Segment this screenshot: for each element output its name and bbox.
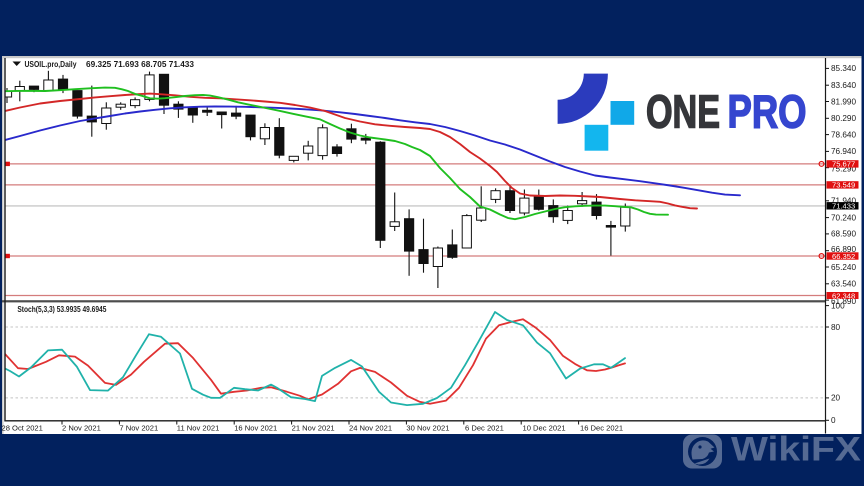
svg-text:20: 20 — [831, 394, 841, 403]
svg-text:11 Nov 2021: 11 Nov 2021 — [177, 424, 220, 433]
svg-text:71.940: 71.940 — [831, 197, 856, 206]
svg-text:Stoch(5,3,3) 53.9935 49.6945: Stoch(5,3,3) 53.9935 49.6945 — [17, 305, 106, 314]
svg-text:66.890: 66.890 — [831, 245, 856, 254]
svg-text:2 Nov 2021: 2 Nov 2021 — [62, 424, 101, 433]
svg-text:28 Oct 2021: 28 Oct 2021 — [2, 424, 43, 433]
svg-text:24 Nov 2021: 24 Nov 2021 — [349, 424, 392, 433]
svg-text:63.540: 63.540 — [831, 280, 856, 289]
svg-text:ONE: ONE — [646, 86, 720, 138]
svg-text:76.940: 76.940 — [831, 147, 856, 156]
svg-text:73.549: 73.549 — [832, 181, 855, 190]
svg-text:6 Dec 2021: 6 Dec 2021 — [465, 424, 504, 433]
svg-text:80: 80 — [831, 323, 841, 332]
svg-text:62.348: 62.348 — [832, 291, 855, 300]
svg-text:68.590: 68.590 — [831, 230, 856, 239]
svg-text:21 Nov 2021: 21 Nov 2021 — [292, 424, 335, 433]
svg-text:70.240: 70.240 — [831, 213, 856, 222]
svg-text:65.240: 65.240 — [831, 263, 856, 272]
svg-text:7 Nov 2021: 7 Nov 2021 — [119, 424, 158, 433]
svg-text:75.290: 75.290 — [831, 165, 856, 174]
svg-text:16 Nov 2021: 16 Nov 2021 — [234, 424, 277, 433]
svg-text:PRO: PRO — [728, 86, 807, 138]
svg-text:16 Dec 2021: 16 Dec 2021 — [580, 424, 623, 433]
svg-text:80.290: 80.290 — [831, 114, 856, 123]
svg-text:WikiFX: WikiFX — [731, 431, 861, 469]
svg-text:83.640: 83.640 — [831, 81, 856, 90]
svg-text:78.640: 78.640 — [831, 130, 856, 139]
svg-text:75.677: 75.677 — [832, 160, 855, 169]
svg-text:85.340: 85.340 — [831, 64, 856, 73]
svg-text:100: 100 — [831, 301, 845, 310]
svg-text:30 Nov 2021: 30 Nov 2021 — [406, 424, 449, 433]
svg-text:81.990: 81.990 — [831, 97, 856, 106]
svg-text:66.352: 66.352 — [832, 252, 855, 261]
svg-text:USOIL.pro,Daily: USOIL.pro,Daily — [25, 60, 77, 69]
svg-text:0: 0 — [831, 416, 836, 425]
svg-text:69.325 71.693 68.705 71.433: 69.325 71.693 68.705 71.433 — [86, 60, 195, 69]
svg-text:10 Dec 2021: 10 Dec 2021 — [523, 424, 566, 433]
svg-text:61.890: 61.890 — [831, 297, 856, 306]
svg-text:71.433: 71.433 — [832, 202, 855, 211]
